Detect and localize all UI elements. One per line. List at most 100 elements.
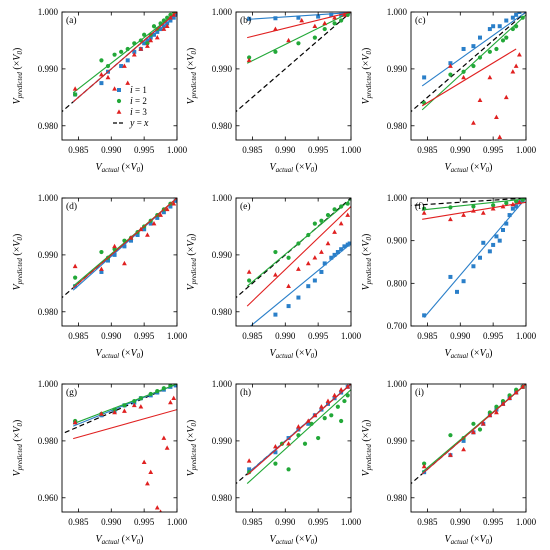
data-point — [461, 212, 466, 217]
series-i-3 — [246, 384, 351, 476]
data-point — [338, 221, 344, 226]
data-point — [491, 24, 496, 29]
data-point — [148, 37, 154, 43]
series-i-2 — [421, 14, 526, 111]
data-point — [312, 255, 318, 260]
x-axis-label: Vactual (×V0) — [95, 348, 143, 360]
y-tick-label: 0.980 — [38, 121, 59, 131]
data-point — [122, 244, 127, 249]
data-point — [171, 15, 176, 20]
fit-line — [423, 198, 526, 318]
series-i-2 — [246, 198, 351, 287]
data-point — [329, 12, 334, 17]
data-point — [165, 21, 170, 26]
data-point — [448, 216, 453, 222]
data-point — [477, 55, 483, 60]
data-point — [510, 201, 516, 207]
panel-c: 0.985 0.990 0.995 1.000 0.980 0.990 1.000 (c) Va… — [361, 7, 537, 174]
data-point — [461, 279, 466, 284]
data-point — [477, 427, 483, 432]
data-point — [517, 52, 522, 57]
data-point — [99, 266, 104, 271]
y-tick-label: 0.800 — [387, 278, 408, 288]
data-point — [286, 304, 291, 309]
data-point — [478, 35, 482, 40]
y-tick-label: 1.000 — [387, 7, 408, 17]
panel-h: 0.985 0.990 0.995 1.000 0.980 0.990 1.000 (h) Va… — [186, 379, 362, 546]
reference-line-y-equals-x — [411, 12, 526, 113]
data-point — [335, 250, 340, 255]
data-point — [510, 15, 515, 20]
plot-frame — [61, 197, 178, 327]
data-point — [494, 114, 499, 120]
data-point — [322, 26, 327, 32]
data-point — [125, 58, 130, 63]
legend-marker-icon — [116, 98, 122, 104]
plot-area — [411, 384, 526, 485]
x-tick-label: 0.990 — [450, 517, 471, 527]
y-tick-label: 0.990 — [212, 250, 233, 260]
data-point — [138, 38, 143, 43]
data-point — [322, 416, 327, 421]
plot-frame — [61, 11, 178, 141]
data-point — [99, 249, 104, 255]
data-point — [138, 396, 143, 401]
data-point — [497, 238, 502, 243]
data-point — [471, 208, 476, 213]
data-point — [448, 72, 453, 77]
x-tick-label: 0.995 — [483, 145, 504, 155]
data-point — [325, 212, 331, 218]
data-point — [421, 210, 427, 215]
data-point — [142, 32, 147, 37]
panel-i: 0.985 0.990 0.995 1.000 0.980 0.990 1.000 (i) Va… — [361, 379, 537, 546]
data-point — [286, 283, 291, 288]
panel-label: (h) — [240, 387, 251, 398]
data-point — [99, 411, 104, 416]
x-tick-label: 0.990 — [450, 145, 471, 155]
x-tick-label: 0.985 — [242, 331, 263, 341]
x-axis-label: Vactual (×V0) — [444, 162, 492, 174]
legend-entry: i = 3 — [130, 107, 147, 118]
data-point — [247, 55, 252, 60]
x-tick-label: 0.985 — [417, 517, 438, 527]
x-tick-label: 0.995 — [308, 517, 329, 527]
panel-e: 0.985 0.990 0.995 1.000 0.980 0.990 1.000 (e) Va… — [186, 193, 362, 360]
y-tick-label: 1.000 — [387, 379, 408, 389]
series-i-3 — [246, 206, 351, 307]
panel-a: 0.985 0.990 0.995 1.000 0.980 0.990 1.000 (a) Va… — [12, 7, 188, 174]
data-point — [305, 418, 311, 423]
data-point — [332, 21, 337, 26]
data-point — [461, 69, 466, 74]
y-tick-label: 1.000 — [212, 379, 233, 389]
plot-area — [236, 198, 351, 326]
data-point — [487, 412, 493, 418]
data-point — [497, 134, 503, 139]
y-axis-label: Vpredicted (×V0) — [186, 420, 198, 477]
y-tick-label: 0.990 — [38, 64, 59, 74]
data-point — [345, 393, 350, 398]
data-point — [99, 71, 104, 77]
data-point — [246, 57, 252, 63]
data-point — [510, 69, 516, 74]
data-point — [171, 12, 177, 17]
data-point — [273, 272, 278, 277]
data-point — [135, 232, 140, 237]
fit-line — [246, 12, 351, 64]
x-tick-label: 0.990 — [101, 145, 122, 155]
data-point — [161, 386, 166, 391]
plot-area — [62, 12, 177, 113]
x-tick-label: 0.990 — [450, 331, 471, 341]
data-point — [122, 403, 127, 408]
data-point — [273, 49, 278, 54]
data-point — [335, 404, 340, 409]
data-point — [273, 450, 278, 455]
x-tick-label: 1.000 — [167, 331, 188, 341]
panel-label: (a) — [66, 15, 77, 26]
data-point — [487, 49, 492, 54]
data-point — [306, 421, 311, 426]
data-point — [332, 229, 337, 234]
data-point — [131, 52, 137, 57]
legend-entry: i = 1 — [130, 85, 147, 96]
x-tick-label: 0.995 — [483, 517, 504, 527]
data-point — [138, 46, 144, 51]
